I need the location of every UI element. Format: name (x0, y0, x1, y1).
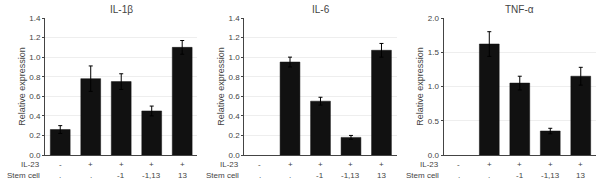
svg-text:IL-23: IL-23 (21, 160, 40, 169)
svg-text:+: + (119, 160, 124, 169)
svg-text:IL-23: IL-23 (420, 160, 439, 169)
svg-text:Stem cell: Stem cell (206, 171, 239, 180)
svg-text:0.5: 0.5 (428, 117, 440, 126)
svg-text:IL-23: IL-23 (220, 160, 239, 169)
svg-text:+: + (578, 160, 583, 169)
svg-text:+: + (318, 160, 323, 169)
svg-text:1.2: 1.2 (229, 33, 241, 42)
svg-text:0.0: 0.0 (428, 151, 440, 160)
svg-text:0.4: 0.4 (229, 112, 241, 121)
svg-text:.: . (488, 171, 490, 180)
svg-text:1.2: 1.2 (29, 33, 41, 42)
svg-text:Relative expression: Relative expression (17, 47, 27, 126)
svg-text:TNF-α: TNF-α (505, 4, 534, 15)
svg-text:-: - (258, 160, 261, 169)
svg-text:13: 13 (178, 171, 187, 180)
svg-text:2.0: 2.0 (428, 14, 440, 23)
svg-text:+: + (180, 160, 185, 169)
svg-text:0.2: 0.2 (229, 131, 241, 140)
svg-text:-1: -1 (516, 171, 524, 180)
svg-text:Relative expression: Relative expression (216, 47, 226, 126)
svg-text:1.4: 1.4 (29, 14, 41, 23)
svg-text:+: + (379, 160, 384, 169)
svg-text:0.6: 0.6 (29, 92, 41, 101)
svg-text:13: 13 (576, 171, 585, 180)
svg-text:1.0: 1.0 (29, 53, 41, 62)
svg-text:0.8: 0.8 (229, 73, 241, 82)
svg-text:+: + (88, 160, 93, 169)
svg-text:-1,13: -1,13 (341, 171, 360, 180)
svg-text:+: + (517, 160, 522, 169)
svg-text:-1: -1 (117, 171, 125, 180)
svg-text:-: - (457, 160, 460, 169)
svg-text:IL-1β: IL-1β (110, 4, 133, 15)
svg-text:Stem cell: Stem cell (7, 171, 40, 180)
svg-text:+: + (288, 160, 293, 169)
svg-text:+: + (149, 160, 154, 169)
svg-text:.: . (259, 171, 261, 180)
svg-text:.: . (458, 171, 460, 180)
svg-text:+: + (487, 160, 492, 169)
svg-text:1.4: 1.4 (229, 14, 241, 23)
svg-text:0.0: 0.0 (229, 151, 241, 160)
svg-text:13: 13 (377, 171, 386, 180)
svg-text:0.4: 0.4 (29, 112, 41, 121)
svg-text:0.0: 0.0 (29, 151, 41, 160)
svg-text:Stem cell: Stem cell (406, 171, 439, 180)
svg-text:.: . (59, 171, 61, 180)
svg-text:-1,13: -1,13 (541, 171, 560, 180)
svg-text:+: + (348, 160, 353, 169)
svg-text:0.8: 0.8 (29, 73, 41, 82)
svg-text:1.0: 1.0 (229, 53, 241, 62)
svg-text:0.6: 0.6 (229, 92, 241, 101)
svg-text:1.0: 1.0 (428, 82, 440, 91)
svg-text:+: + (548, 160, 553, 169)
svg-text:-1: -1 (316, 171, 324, 180)
svg-text:-1,13: -1,13 (142, 171, 161, 180)
svg-text:1.5: 1.5 (428, 48, 440, 57)
svg-text:.: . (90, 171, 92, 180)
svg-text:0.2: 0.2 (29, 131, 41, 140)
svg-text:IL-6: IL-6 (312, 4, 330, 15)
svg-text:-: - (59, 160, 62, 169)
svg-text:.: . (289, 171, 291, 180)
svg-text:Relative expression: Relative expression (415, 47, 425, 126)
